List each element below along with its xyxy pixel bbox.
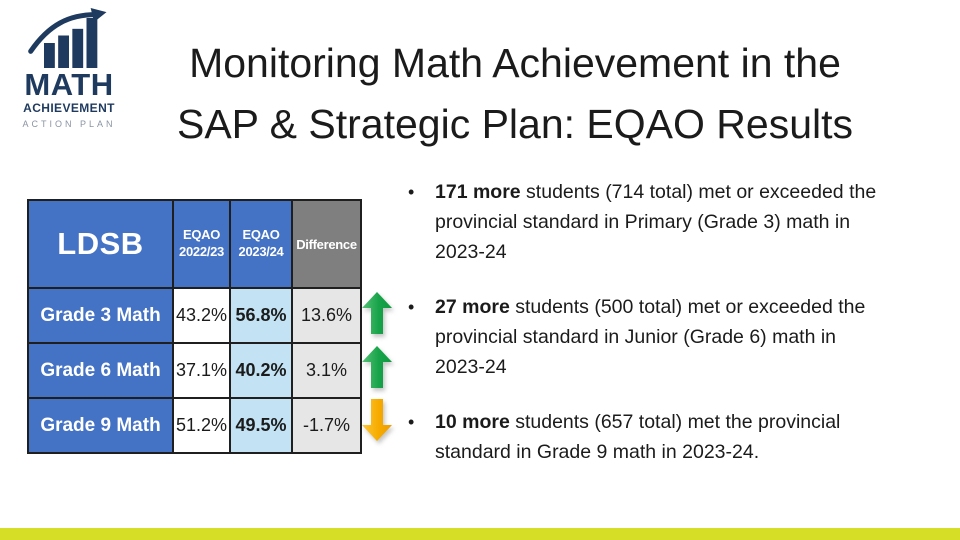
- grade-9-difference: -1.7%: [291, 397, 362, 454]
- grade-3-eqao-2022-23: 43.2%: [172, 287, 231, 344]
- row-label-grade-3: Grade 3 Math: [27, 287, 174, 344]
- slide-title: Monitoring Math Achievement in the SAP &…: [130, 33, 900, 155]
- bar-chart-growth-arrow-icon: [28, 8, 107, 68]
- math-achievement-logo: MATH ACHIEVEMENT ACTION PLAN: [10, 8, 128, 129]
- bullet-grade-3: • 171 more students (714 total) met or e…: [400, 177, 948, 267]
- bullet-grade-6-text: 27 more students (500 total) met or exce…: [435, 296, 866, 378]
- logo-name: MATH: [24, 67, 114, 102]
- grade-9-eqao-2022-23: 51.2%: [172, 397, 231, 454]
- row-label-grade-6: Grade 6 Math: [27, 342, 174, 399]
- bullet-grade-9: • 10 more students (657 total) met the p…: [400, 407, 948, 467]
- grade-6-difference: 3.1%: [291, 342, 362, 399]
- row-label-grade-9: Grade 9 Math: [27, 397, 174, 454]
- bullet-glyph: •: [408, 412, 415, 432]
- bullet-list: • 171 more students (714 total) met or e…: [400, 177, 948, 492]
- bullet-grade-6: • 27 more students (500 total) met or ex…: [400, 292, 948, 382]
- grade-6-eqao-2022-23: 37.1%: [172, 342, 231, 399]
- eqao-results-table: LDSB EQAO 2022/23 EQAO 2023/24 Differenc…: [27, 199, 362, 454]
- table-row: Grade 6 Math 37.1% 40.2% 3.1%: [27, 342, 362, 399]
- column-header-eqao-2022-23: EQAO 2022/23: [172, 199, 231, 289]
- grade-3-difference: 13.6%: [291, 287, 362, 344]
- bullet-glyph: •: [408, 182, 415, 202]
- column-header-eqao-2023-24: EQAO 2023/24: [229, 199, 293, 289]
- grade-9-eqao-2023-24: 49.5%: [229, 397, 293, 454]
- bullet-grade-3-text: 171 more students (714 total) met or exc…: [435, 181, 877, 263]
- grade-3-eqao-2023-24: 56.8%: [229, 287, 293, 344]
- trend-up-arrow-grade-3: [362, 292, 392, 334]
- grade-6-eqao-2023-24: 40.2%: [229, 342, 293, 399]
- trend-down-arrow-grade-9: [362, 399, 392, 441]
- logo-tagline: ACTION PLAN: [22, 119, 116, 130]
- trend-up-arrow-grade-6: [362, 346, 392, 388]
- bottom-accent-bar: [0, 528, 960, 540]
- table-row: Grade 3 Math 43.2% 56.8% 13.6%: [27, 287, 362, 344]
- bullet-glyph: •: [408, 297, 415, 317]
- slide-title-line1: Monitoring Math Achievement in the: [189, 40, 841, 86]
- bullet-grade-9-text: 10 more students (657 total) met the pro…: [435, 411, 841, 463]
- table-row: Grade 9 Math 51.2% 49.5% -1.7%: [27, 397, 362, 454]
- logo-subname: ACHIEVEMENT: [23, 101, 115, 115]
- table-corner-header: LDSB: [27, 199, 174, 289]
- slide-title-line2: SAP & Strategic Plan: EQAO Results: [176, 101, 854, 147]
- column-header-difference: Difference: [291, 199, 362, 289]
